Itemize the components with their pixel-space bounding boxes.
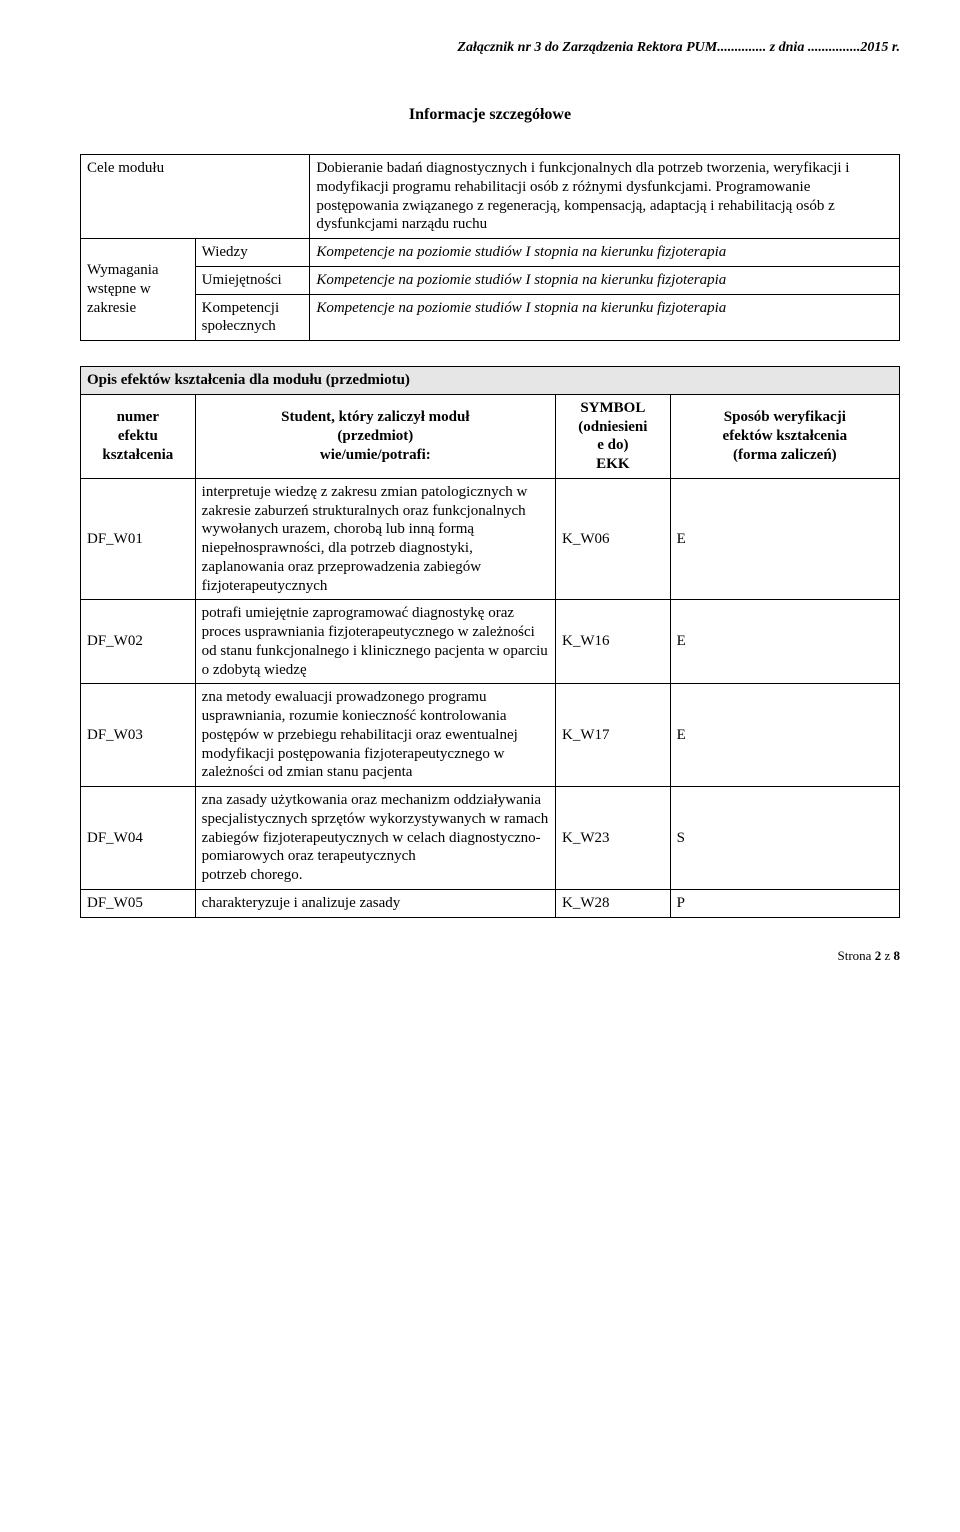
col1-l1: numer [117, 409, 160, 425]
table-header-row: numer efektu kształcenia Student, który … [81, 394, 900, 478]
col2-l1: Student, który zaliczył moduł [281, 409, 469, 425]
wiedzy-value: Kompetencje na poziomie studiów I stopni… [310, 239, 900, 267]
umiej-value: Kompetencje na poziomie studiów I stopni… [310, 266, 900, 294]
effect-symbol: K_W16 [556, 600, 671, 684]
effect-form: E [670, 600, 899, 684]
col4-l2: efektów kształcenia [723, 428, 848, 444]
col3-l3: e do) [597, 437, 628, 453]
effect-code: DF_W04 [81, 787, 196, 890]
effect-code: DF_W05 [81, 889, 196, 917]
komp-label: Kompetencji społecznych [195, 294, 310, 341]
table-row: DF_W03 zna metody ewaluacji prowadzonego… [81, 684, 900, 787]
table-row: Umiejętności Kompetencje na poziomie stu… [81, 266, 900, 294]
effect-symbol: K_W28 [556, 889, 671, 917]
effect-form: E [670, 478, 899, 600]
col1-l2: efektu [118, 428, 158, 444]
footer-total: 8 [894, 948, 901, 963]
table-title-row: Opis efektów kształcenia dla modułu (prz… [81, 367, 900, 395]
col1-header: numer efektu kształcenia [81, 394, 196, 478]
effects-title: Opis efektów kształcenia dla modułu (prz… [81, 367, 900, 395]
col2-l3: wie/umie/potrafi: [320, 447, 431, 463]
col3-header: SYMBOL (odniesieni e do) EKK [556, 394, 671, 478]
table-row: Wymagania wstępne w zakresie Wiedzy Komp… [81, 239, 900, 267]
col4-l3: (forma zaliczeń) [733, 447, 837, 463]
col1-l3: kształcenia [102, 447, 173, 463]
effect-symbol: K_W17 [556, 684, 671, 787]
table-row: DF_W01 interpretuje wiedzę z zakresu zmi… [81, 478, 900, 600]
page-footer: Strona 2 z 8 [80, 948, 900, 964]
effect-form: P [670, 889, 899, 917]
col2-header: Student, który zaliczył moduł (przedmiot… [195, 394, 555, 478]
effect-symbol: K_W23 [556, 787, 671, 890]
umiej-label: Umiejętności [195, 266, 310, 294]
effect-symbol: K_W06 [556, 478, 671, 600]
wiedzy-label: Wiedzy [195, 239, 310, 267]
effects-table: Opis efektów kształcenia dla modułu (prz… [80, 366, 900, 918]
effect-desc: zna metody ewaluacji prowadzonego progra… [195, 684, 555, 787]
effect-code: DF_W02 [81, 600, 196, 684]
effect-form: E [670, 684, 899, 787]
col4-header: Sposób weryfikacji efektów kształcenia (… [670, 394, 899, 478]
page-header: Załącznik nr 3 do Zarządzenia Rektora PU… [80, 40, 900, 56]
col3-l1: SYMBOL [580, 400, 645, 416]
col4-l1: Sposób weryfikacji [724, 409, 846, 425]
section-title: Informacje szczegółowe [80, 106, 900, 124]
module-info-table: Cele modułu Dobieranie badań diagnostycz… [80, 154, 900, 341]
table-row: DF_W02 potrafi umiejętnie zaprogramować … [81, 600, 900, 684]
table-row: Cele modułu Dobieranie badań diagnostycz… [81, 155, 900, 239]
effect-desc: charakteryzuje i analizuje zasady [195, 889, 555, 917]
col3-l2: (odniesieni [578, 419, 647, 435]
effect-code: DF_W03 [81, 684, 196, 787]
footer-mid: z [881, 948, 893, 963]
col3-l4: EKK [596, 456, 629, 472]
table-row: Kompetencji społecznych Kompetencje na p… [81, 294, 900, 341]
effect-desc: potrafi umiejętnie zaprogramować diagnos… [195, 600, 555, 684]
komp-value: Kompetencje na poziomie studiów I stopni… [310, 294, 900, 341]
wymagania-label: Wymagania wstępne w zakresie [81, 239, 196, 341]
effect-form: S [670, 787, 899, 890]
col2-l2: (przedmiot) [337, 428, 413, 444]
table-row: DF_W04 zna zasady użytkowania oraz mecha… [81, 787, 900, 890]
effect-desc: zna zasady użytkowania oraz mechanizm od… [195, 787, 555, 890]
cele-value: Dobieranie badań diagnostycznych i funkc… [310, 155, 900, 239]
effect-desc: interpretuje wiedzę z zakresu zmian pato… [195, 478, 555, 600]
table-row: DF_W05 charakteryzuje i analizuje zasady… [81, 889, 900, 917]
effect-code: DF_W01 [81, 478, 196, 600]
footer-prefix: Strona [838, 948, 875, 963]
cele-label: Cele modułu [81, 155, 310, 239]
